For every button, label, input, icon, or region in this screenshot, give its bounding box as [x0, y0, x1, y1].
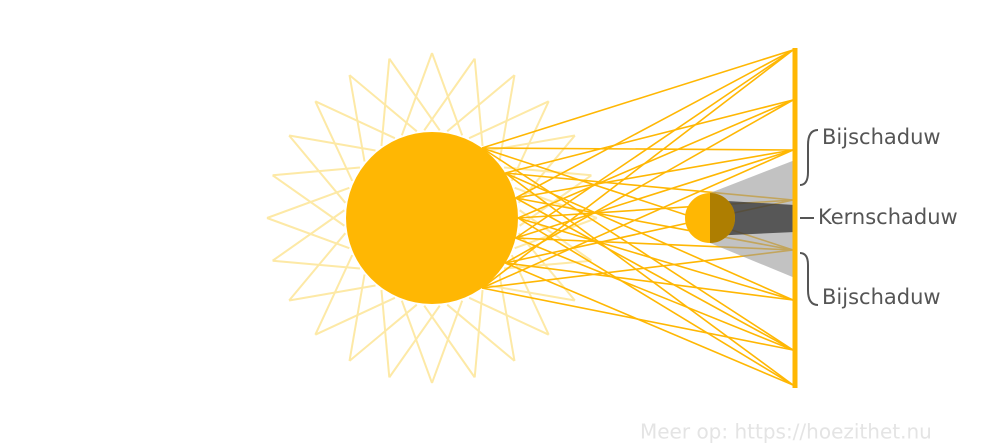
footer: Meer op: https://hoezithet.nu [640, 420, 932, 444]
ray [431, 300, 464, 384]
ray [400, 300, 433, 384]
ray [446, 303, 516, 362]
ray [498, 74, 516, 162]
ray [481, 49, 794, 289]
ray [473, 289, 484, 378]
ray [498, 274, 516, 362]
brace-bottom [799, 252, 819, 306]
ray [288, 134, 376, 152]
ray [266, 186, 350, 219]
ray [314, 296, 396, 336]
ray [504, 262, 794, 386]
ray [272, 166, 361, 177]
brace-top [799, 129, 819, 186]
ray [431, 52, 464, 136]
ray [272, 174, 345, 227]
ray [504, 172, 794, 301]
ray [272, 209, 345, 262]
ray [288, 284, 376, 302]
label-penumbra-bottom: Bijschaduw [822, 285, 941, 309]
ray [468, 100, 550, 140]
ray [505, 99, 794, 174]
ray [517, 217, 794, 386]
ray [348, 74, 418, 133]
ray [515, 149, 794, 239]
ray [388, 305, 441, 378]
ray [348, 274, 366, 362]
label-umbra: Kernschaduw [818, 205, 958, 229]
ray [380, 58, 391, 147]
ray [517, 217, 794, 301]
ray [481, 147, 794, 151]
ray [314, 100, 396, 140]
ray [481, 149, 794, 289]
ray [400, 52, 433, 136]
ray [488, 284, 576, 302]
ray [423, 305, 476, 378]
ray [481, 287, 794, 351]
ray [288, 134, 347, 204]
ray [503, 166, 592, 177]
ray [519, 209, 592, 262]
ray [388, 58, 441, 131]
ray [314, 100, 354, 182]
sun [346, 132, 518, 304]
ray [504, 99, 794, 264]
ray [288, 232, 347, 302]
ray [515, 237, 794, 351]
sun-rays [266, 52, 598, 384]
ray [504, 172, 794, 386]
ray [423, 58, 476, 131]
ray [481, 249, 794, 289]
ray [510, 100, 550, 182]
ray [515, 49, 794, 199]
ray [481, 49, 794, 149]
ray [468, 296, 550, 336]
ray [505, 262, 794, 301]
ray [266, 217, 350, 250]
ray [446, 74, 516, 133]
ball-shade [710, 193, 735, 243]
ray [348, 303, 418, 362]
label-penumbra-top: Bijschaduw [822, 125, 941, 149]
ray [380, 289, 391, 378]
ray [272, 259, 361, 270]
ray [515, 49, 794, 239]
ray [473, 58, 484, 147]
ray [314, 254, 354, 336]
light-rays [481, 49, 794, 386]
ray [515, 149, 794, 199]
ray [517, 99, 794, 219]
ray [348, 74, 366, 162]
ray [481, 147, 794, 351]
